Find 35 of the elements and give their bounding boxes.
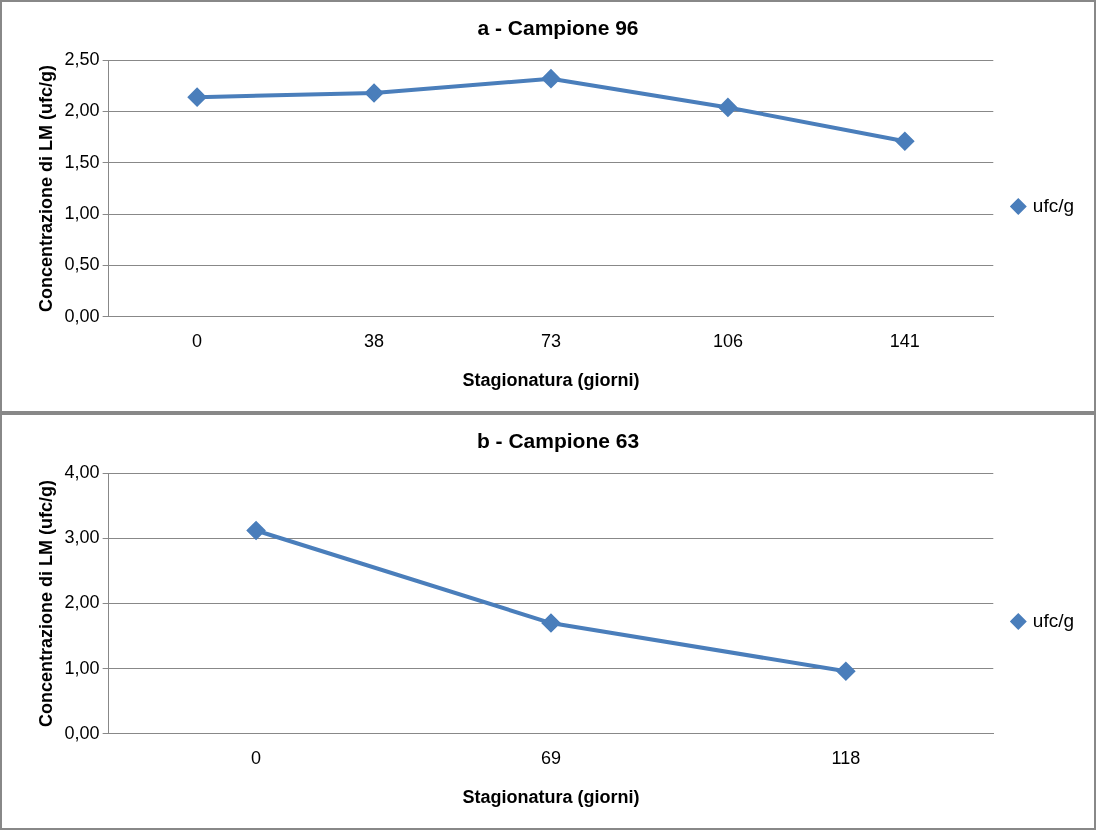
x-axis-title: Stagionatura (giorni) bbox=[462, 370, 640, 391]
x-tick-label: 73 bbox=[540, 330, 561, 351]
y-tick-label: 2,50 bbox=[64, 49, 100, 70]
legend-label: ufc/g bbox=[1032, 194, 1075, 216]
point bbox=[541, 69, 560, 88]
x-tick-label: 141 bbox=[889, 330, 920, 351]
point bbox=[541, 614, 560, 633]
point bbox=[247, 521, 266, 540]
point bbox=[365, 84, 384, 103]
chart-title: b - Campione 63 bbox=[476, 429, 640, 453]
y-tick-label: 0,00 bbox=[64, 722, 100, 743]
x-tick-label: 106 bbox=[712, 330, 743, 351]
point bbox=[718, 98, 737, 117]
x-tick-label: 69 bbox=[540, 747, 561, 768]
legend-label: ufc/g bbox=[1032, 609, 1075, 631]
y-axis-title: Concentrazione di LM (ufc/g) bbox=[35, 65, 56, 312]
x-tick-label: 0 bbox=[251, 747, 262, 768]
y-tick-label: 1,00 bbox=[64, 657, 100, 678]
x-tick-label: 38 bbox=[364, 330, 385, 351]
point bbox=[895, 132, 914, 151]
y-tick-label: 2,00 bbox=[64, 592, 100, 613]
x-tick-label: 118 bbox=[831, 747, 861, 768]
x-tick-label: 0 bbox=[192, 330, 203, 351]
y-tick-label: 3,00 bbox=[64, 527, 100, 548]
y-tick-label: 0,00 bbox=[64, 305, 100, 326]
y-tick-label: 2,00 bbox=[64, 100, 100, 121]
y-axis-title: Concentrazione di LM (ufc/g) bbox=[35, 480, 56, 727]
point bbox=[836, 662, 855, 681]
x-axis-title: Stagionatura (giorni) bbox=[462, 787, 640, 808]
point bbox=[188, 88, 207, 107]
y-tick-label: 1,50 bbox=[64, 151, 100, 172]
y-tick-label: 4,00 bbox=[64, 462, 100, 483]
y-tick-label: 1,00 bbox=[64, 203, 100, 224]
chart-title: a - Campione 96 bbox=[477, 16, 639, 40]
y-tick-label: 0,50 bbox=[64, 254, 100, 275]
